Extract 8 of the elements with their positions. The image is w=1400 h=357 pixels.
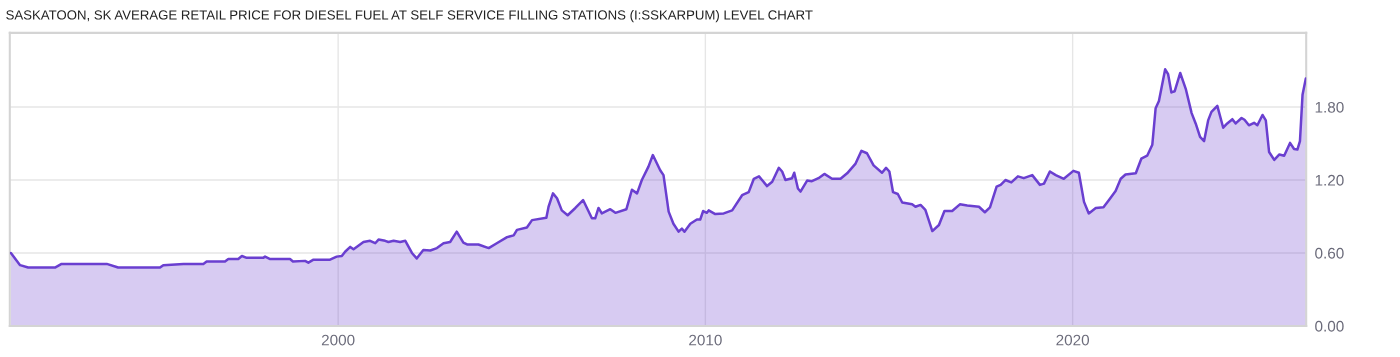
x-tick-label: 2010 xyxy=(689,334,722,346)
y-tick-label: 1.20 xyxy=(1315,174,1344,186)
chart-title: SASKATOON, SK AVERAGE RETAIL PRICE FOR DIESEL FUEL AT SELF SERVICE FILLING STATIONS (I:SSKARPUM) LEVEL CHART xyxy=(6,9,813,23)
x-tick-label: 2020 xyxy=(1056,334,1090,346)
y-tick-label: 0.60 xyxy=(1315,247,1344,259)
y-tick-label: 0.00 xyxy=(1315,320,1344,332)
y-tick-label: 1.80 xyxy=(1315,101,1344,113)
x-tick-label: 2000 xyxy=(321,334,355,346)
